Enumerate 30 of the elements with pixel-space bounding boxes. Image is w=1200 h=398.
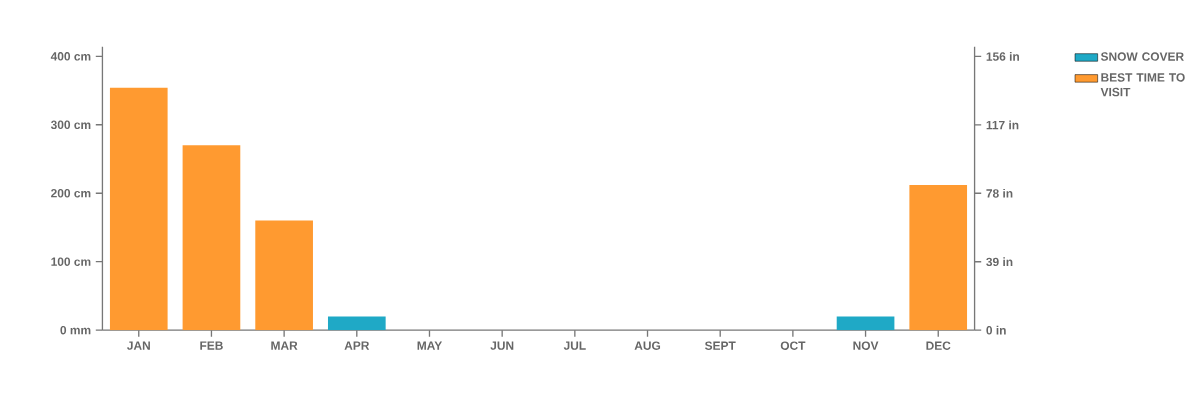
legend-label: BEST TIME TO VISIT bbox=[1100, 73, 1185, 97]
x-tick-label: JUN bbox=[490, 341, 514, 350]
bar bbox=[255, 220, 313, 331]
y2-tick-label: 78 in bbox=[986, 189, 1013, 198]
x-tick-label: DEC bbox=[926, 341, 951, 351]
x-tick-label: AUG bbox=[634, 341, 661, 351]
legend-label: SNOW COVER bbox=[1100, 52, 1184, 61]
y2-tick-label: 156 in bbox=[986, 52, 1019, 61]
y-tick-label: 100 cm bbox=[51, 257, 91, 267]
x-tick-label: FEB bbox=[200, 341, 223, 350]
x-tick-label: MAR bbox=[271, 341, 298, 350]
bar bbox=[836, 316, 895, 331]
x-tick-label: OCT bbox=[780, 341, 806, 351]
bar bbox=[327, 316, 386, 331]
x-tick-label: SEPT bbox=[704, 341, 736, 351]
x-tick-label: JUL bbox=[563, 341, 586, 350]
x-tick-label: APR bbox=[344, 341, 370, 350]
x-tick-label: MAY bbox=[417, 341, 443, 350]
bar bbox=[909, 185, 968, 331]
y-tick-label: 0 mm bbox=[60, 326, 91, 335]
y-tick-label: 400 cm bbox=[50, 52, 91, 61]
x-tick-label: JAN bbox=[127, 341, 150, 350]
bar bbox=[109, 87, 168, 331]
y2-tick-label: 39 in bbox=[986, 257, 1013, 267]
bar bbox=[182, 145, 241, 331]
y-tick-label: 200 cm bbox=[51, 189, 91, 198]
y2-tick-label: 117 in bbox=[986, 120, 1019, 130]
y2-tick-label: 0 in bbox=[986, 325, 1006, 335]
x-tick-label: NOV bbox=[853, 341, 879, 351]
y-tick-label: 300 cm bbox=[50, 120, 91, 130]
